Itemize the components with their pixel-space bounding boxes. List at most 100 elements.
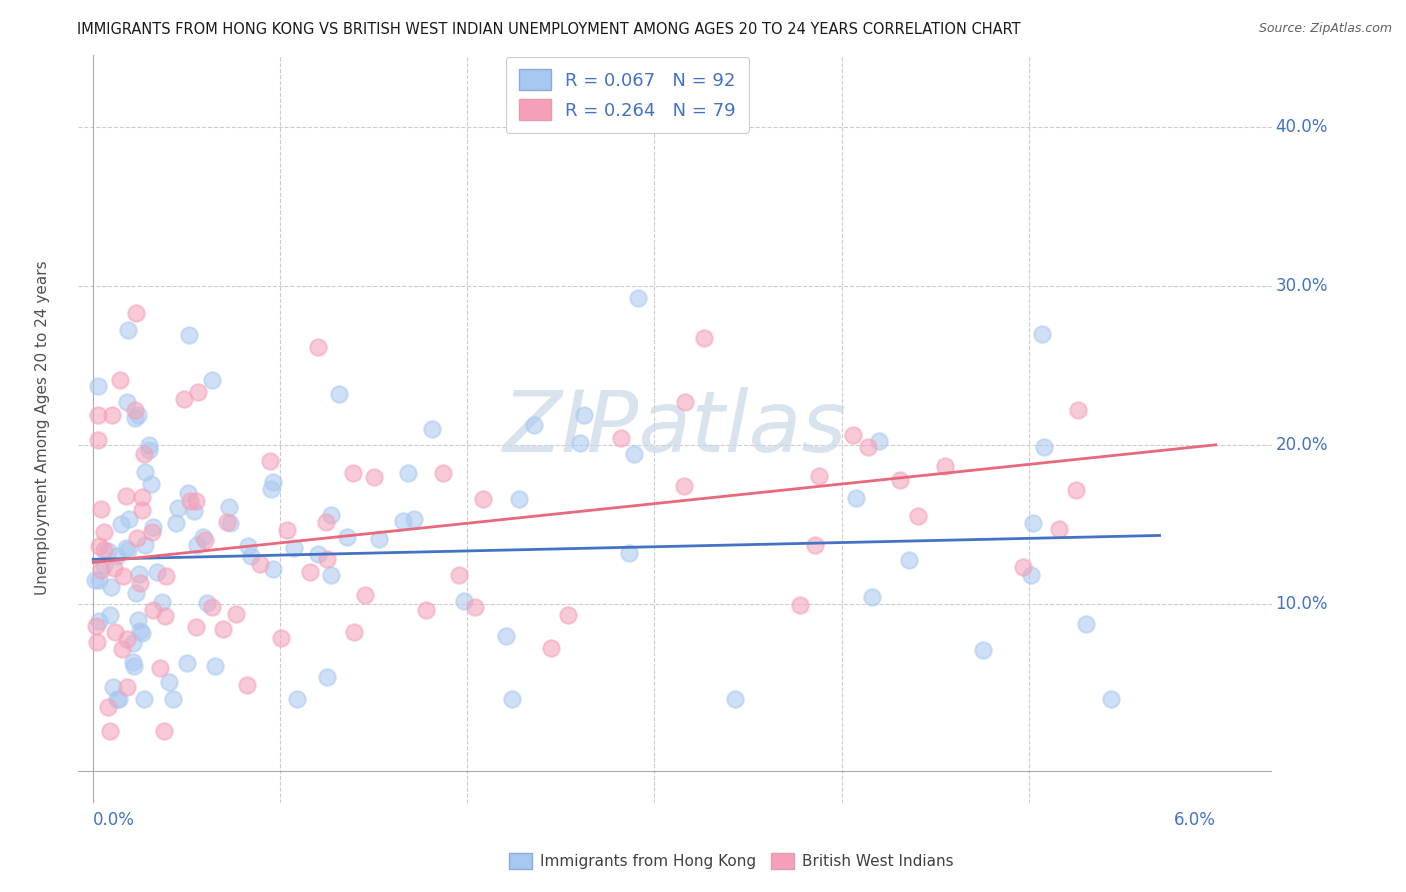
Point [115,632,138,647]
Point [623,447,645,461]
Point [157,675,180,690]
Point [124,658,146,673]
Point [90,501,112,516]
Point [307,340,329,354]
Point [179,494,201,508]
Point [93,524,115,539]
Point [283,541,305,555]
Point [155,569,177,583]
Point [321,567,343,582]
Point [118,512,141,526]
Point [193,533,215,548]
Point [131,490,153,504]
Point [495,629,517,643]
Point [215,515,238,529]
Point [858,441,880,455]
Point [103,561,125,575]
Point [184,493,207,508]
Point [183,504,205,518]
Point [127,613,149,627]
Point [134,538,156,552]
Point [149,661,172,675]
Point [191,530,214,544]
Point [1021,568,1043,582]
Point [236,678,259,692]
Point [807,468,830,483]
Point [367,532,389,546]
Point [262,562,284,576]
Point [508,491,530,506]
Point [90,563,112,577]
Point [201,373,224,387]
Text: ZIPatlas: ZIPatlas [503,387,848,470]
Point [153,724,176,739]
Point [100,608,122,623]
Point [84,573,107,587]
Point [789,599,811,613]
Point [907,509,929,524]
Point [139,477,162,491]
Point [315,551,337,566]
Point [122,636,145,650]
Point [195,596,218,610]
Point [336,530,359,544]
Point [125,586,148,600]
Point [117,323,139,337]
Point [122,655,145,669]
Point [262,475,284,489]
Point [432,466,454,480]
Point [321,508,343,522]
Point [415,603,437,617]
Point [225,607,247,622]
Point [117,394,139,409]
Point [1074,617,1097,632]
Point [1022,516,1045,530]
Point [146,565,169,579]
Point [114,541,136,555]
Point [396,466,419,480]
Point [184,620,207,634]
Point [868,434,890,448]
Point [98,724,121,739]
Point [127,408,149,422]
Point [572,408,595,422]
Legend: R = 0.067   N = 92, R = 0.264   N = 79: R = 0.067 N = 92, R = 0.264 N = 79 [506,57,749,133]
Point [218,500,240,514]
Point [104,625,127,640]
Point [89,614,111,628]
Point [124,306,146,320]
Point [617,546,640,560]
Point [259,453,281,467]
Point [87,539,110,553]
Point [96,699,118,714]
Point [557,607,579,622]
Point [523,417,546,432]
Point [155,608,177,623]
Point [972,642,994,657]
Point [363,470,385,484]
Point [204,658,226,673]
Text: 0.0%: 0.0% [93,811,135,829]
Point [100,409,122,423]
Point [803,538,825,552]
Point [107,692,129,706]
Point [353,588,375,602]
Point [219,516,242,530]
Point [315,515,337,529]
Point [501,692,523,706]
Point [110,517,132,532]
Text: 40.0%: 40.0% [1275,118,1327,136]
Text: Unemployment Among Ages 20 to 24 years: Unemployment Among Ages 20 to 24 years [35,260,49,596]
Text: 10.0%: 10.0% [1275,595,1329,613]
Point [128,567,150,582]
Point [141,524,163,539]
Point [1031,327,1053,342]
Point [299,565,322,579]
Point [131,626,153,640]
Point [117,680,139,694]
Point [239,549,262,563]
Point [845,491,868,505]
Point [105,692,128,706]
Point [117,542,139,557]
Text: 20.0%: 20.0% [1275,436,1329,454]
